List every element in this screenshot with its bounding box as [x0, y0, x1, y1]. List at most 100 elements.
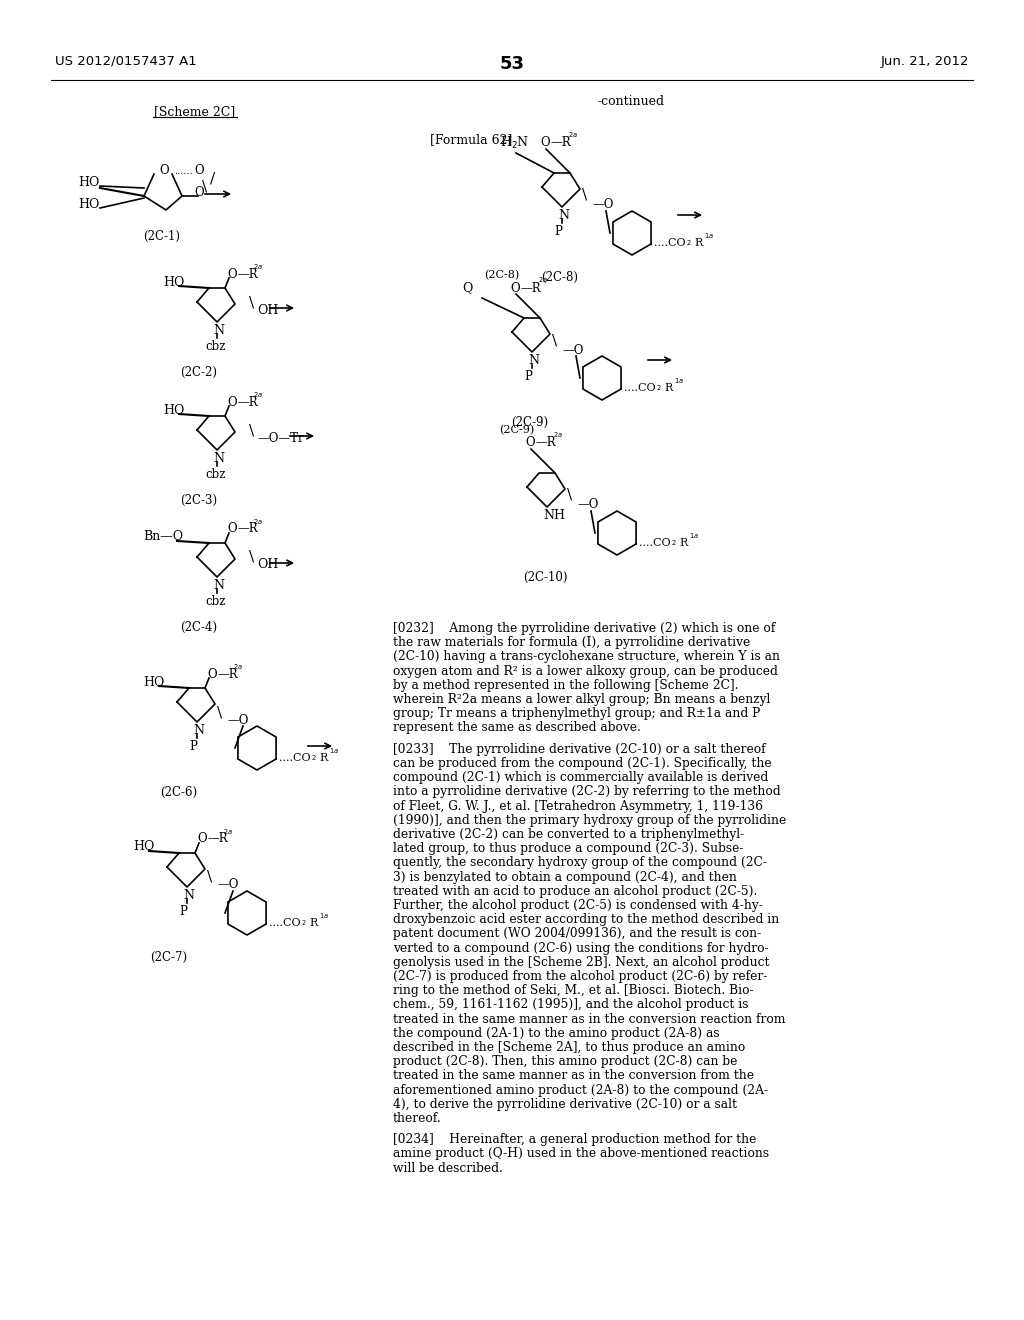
Text: R: R: [679, 539, 687, 548]
Text: (2C-2): (2C-2): [180, 366, 217, 379]
Text: 53: 53: [500, 55, 524, 73]
Text: represent the same as described above.: represent the same as described above.: [393, 722, 641, 734]
Text: P: P: [179, 906, 186, 917]
Text: treated with an acid to produce an alcohol product (2C-5).: treated with an acid to produce an alcoh…: [393, 884, 758, 898]
Text: HO: HO: [78, 176, 99, 189]
Text: ....CO: ....CO: [639, 539, 671, 548]
Text: O: O: [207, 668, 217, 681]
Text: Jun. 21, 2012: Jun. 21, 2012: [881, 55, 969, 69]
Text: \: \: [552, 333, 557, 347]
Text: —R: —R: [217, 668, 238, 681]
Text: $_2$: $_2$: [301, 919, 306, 928]
Text: N: N: [193, 723, 204, 737]
Text: oxygen atom and R² is a lower alkoxy group, can be produced: oxygen atom and R² is a lower alkoxy gro…: [393, 664, 778, 677]
Text: can be produced from the compound (2C-1). Specifically, the: can be produced from the compound (2C-1)…: [393, 756, 772, 770]
Text: \: \: [582, 187, 587, 202]
Text: (2C-7): (2C-7): [151, 950, 187, 964]
Text: O: O: [227, 268, 237, 281]
Text: —O: —O: [592, 198, 613, 211]
Text: $^{2a}$: $^{2a}$: [253, 265, 263, 275]
Text: ....CO: ....CO: [279, 752, 310, 763]
Text: /: /: [210, 172, 215, 185]
Text: N: N: [183, 888, 194, 902]
Text: O: O: [227, 523, 237, 536]
Text: $^{2a}$: $^{2a}$: [253, 393, 263, 403]
Text: (2C-4): (2C-4): [180, 620, 217, 634]
Text: (2C-10) having a trans-cyclohexane structure, wherein Y is an: (2C-10) having a trans-cyclohexane struc…: [393, 651, 780, 664]
Text: P: P: [554, 224, 562, 238]
Text: —O: —O: [227, 714, 249, 726]
Text: HO: HO: [78, 198, 99, 210]
Text: OH: OH: [257, 304, 279, 317]
Text: \: \: [207, 870, 212, 884]
Text: \: \: [567, 488, 572, 502]
Text: droxybenzoic acid ester according to the method described in: droxybenzoic acid ester according to the…: [393, 913, 779, 927]
Text: Q: Q: [462, 281, 472, 294]
Text: —R: —R: [237, 523, 258, 536]
Text: O: O: [525, 437, 535, 450]
Text: (1990)], and then the primary hydroxy group of the pyrrolidine: (1990)], and then the primary hydroxy gr…: [393, 813, 786, 826]
Text: ring to the method of Seki, M., et al. [Biosci. Biotech. Bio-: ring to the method of Seki, M., et al. […: [393, 985, 754, 997]
Text: into a pyrrolidine derivative (2C-2) by referring to the method: into a pyrrolidine derivative (2C-2) by …: [393, 785, 780, 799]
Text: patent document (WO 2004/099136), and the result is con-: patent document (WO 2004/099136), and th…: [393, 928, 761, 940]
Text: $^{2a}$: $^{2a}$: [233, 665, 243, 675]
Text: aforementioned amino product (2A-8) to the compound (2A-: aforementioned amino product (2A-8) to t…: [393, 1084, 768, 1097]
Text: \: \: [217, 705, 222, 719]
Text: O: O: [510, 281, 519, 294]
Text: $_2$: $_2$: [656, 383, 662, 393]
Text: [0233]    The pyrrolidine derivative (2C-10) or a salt thereof: [0233] The pyrrolidine derivative (2C-10…: [393, 743, 766, 756]
Text: treated in the same manner as in the conversion from the: treated in the same manner as in the con…: [393, 1069, 754, 1082]
Text: $^{1a}$: $^{1a}$: [329, 750, 339, 759]
Text: cbz: cbz: [205, 341, 225, 352]
Text: cbz: cbz: [205, 595, 225, 609]
Text: [0234]    Hereinafter, a general production method for the: [0234] Hereinafter, a general production…: [393, 1133, 757, 1146]
Text: —O: —O: [217, 879, 239, 891]
Text: —O: —O: [577, 499, 598, 511]
Text: lated group, to thus produce a compound (2C-3). Subse-: lated group, to thus produce a compound …: [393, 842, 743, 855]
Text: the raw materials for formula (I), a pyrrolidine derivative: the raw materials for formula (I), a pyr…: [393, 636, 751, 649]
Text: \: \: [202, 180, 207, 193]
Text: —O: —O: [562, 343, 584, 356]
Text: thereof.: thereof.: [393, 1111, 441, 1125]
Text: H: H: [553, 510, 564, 521]
Text: R: R: [319, 752, 328, 763]
Text: P: P: [524, 370, 531, 383]
Text: N: N: [558, 209, 569, 222]
Text: \: \: [249, 422, 254, 437]
Text: (2C-9): (2C-9): [511, 416, 549, 429]
Text: $^{1a}$: $^{1a}$: [674, 380, 684, 388]
Text: —R: —R: [237, 396, 258, 408]
Text: [Scheme 2C]: [Scheme 2C]: [155, 106, 236, 117]
Text: O: O: [227, 396, 237, 408]
Text: 4), to derive the pyrrolidine derivative (2C-10) or a salt: 4), to derive the pyrrolidine derivative…: [393, 1098, 737, 1110]
Text: (2C-6): (2C-6): [161, 785, 198, 799]
Text: cbz: cbz: [205, 469, 225, 480]
Text: N: N: [543, 510, 554, 521]
Text: ....CO: ....CO: [624, 383, 655, 393]
Text: the compound (2A-1) to the amino product (2A-8) as: the compound (2A-1) to the amino product…: [393, 1027, 720, 1040]
Text: O: O: [194, 164, 204, 177]
Text: $^{2a}$: $^{2a}$: [223, 830, 233, 840]
Text: —R: —R: [207, 833, 227, 846]
Text: —R: —R: [535, 437, 556, 450]
Text: $_2$: $_2$: [311, 754, 316, 763]
Text: described in the [Scheme 2A], to thus produce an amino: described in the [Scheme 2A], to thus pr…: [393, 1041, 745, 1053]
Text: O: O: [197, 833, 207, 846]
Text: $^{2a}$: $^{2a}$: [553, 433, 563, 442]
Text: (2C-8): (2C-8): [484, 271, 519, 280]
Text: quently, the secondary hydroxy group of the compound (2C-: quently, the secondary hydroxy group of …: [393, 857, 767, 870]
Text: product (2C-8). Then, this amino product (2C-8) can be: product (2C-8). Then, this amino product…: [393, 1055, 737, 1068]
Text: genolysis used in the [Scheme 2B]. Next, an alcohol product: genolysis used in the [Scheme 2B]. Next,…: [393, 956, 769, 969]
Text: N: N: [213, 323, 224, 337]
Text: N: N: [213, 451, 224, 465]
Text: R: R: [694, 238, 702, 248]
Text: HO: HO: [143, 676, 165, 689]
Text: HO: HO: [163, 404, 184, 417]
Text: $^{1a}$: $^{1a}$: [705, 235, 714, 243]
Text: —R: —R: [520, 281, 541, 294]
Text: $^{2a}$: $^{2a}$: [253, 520, 263, 529]
Text: $_2$: $_2$: [671, 539, 677, 548]
Text: OH: OH: [257, 558, 279, 572]
Text: $_2$: $_2$: [686, 238, 691, 248]
Text: HO: HO: [133, 841, 155, 854]
